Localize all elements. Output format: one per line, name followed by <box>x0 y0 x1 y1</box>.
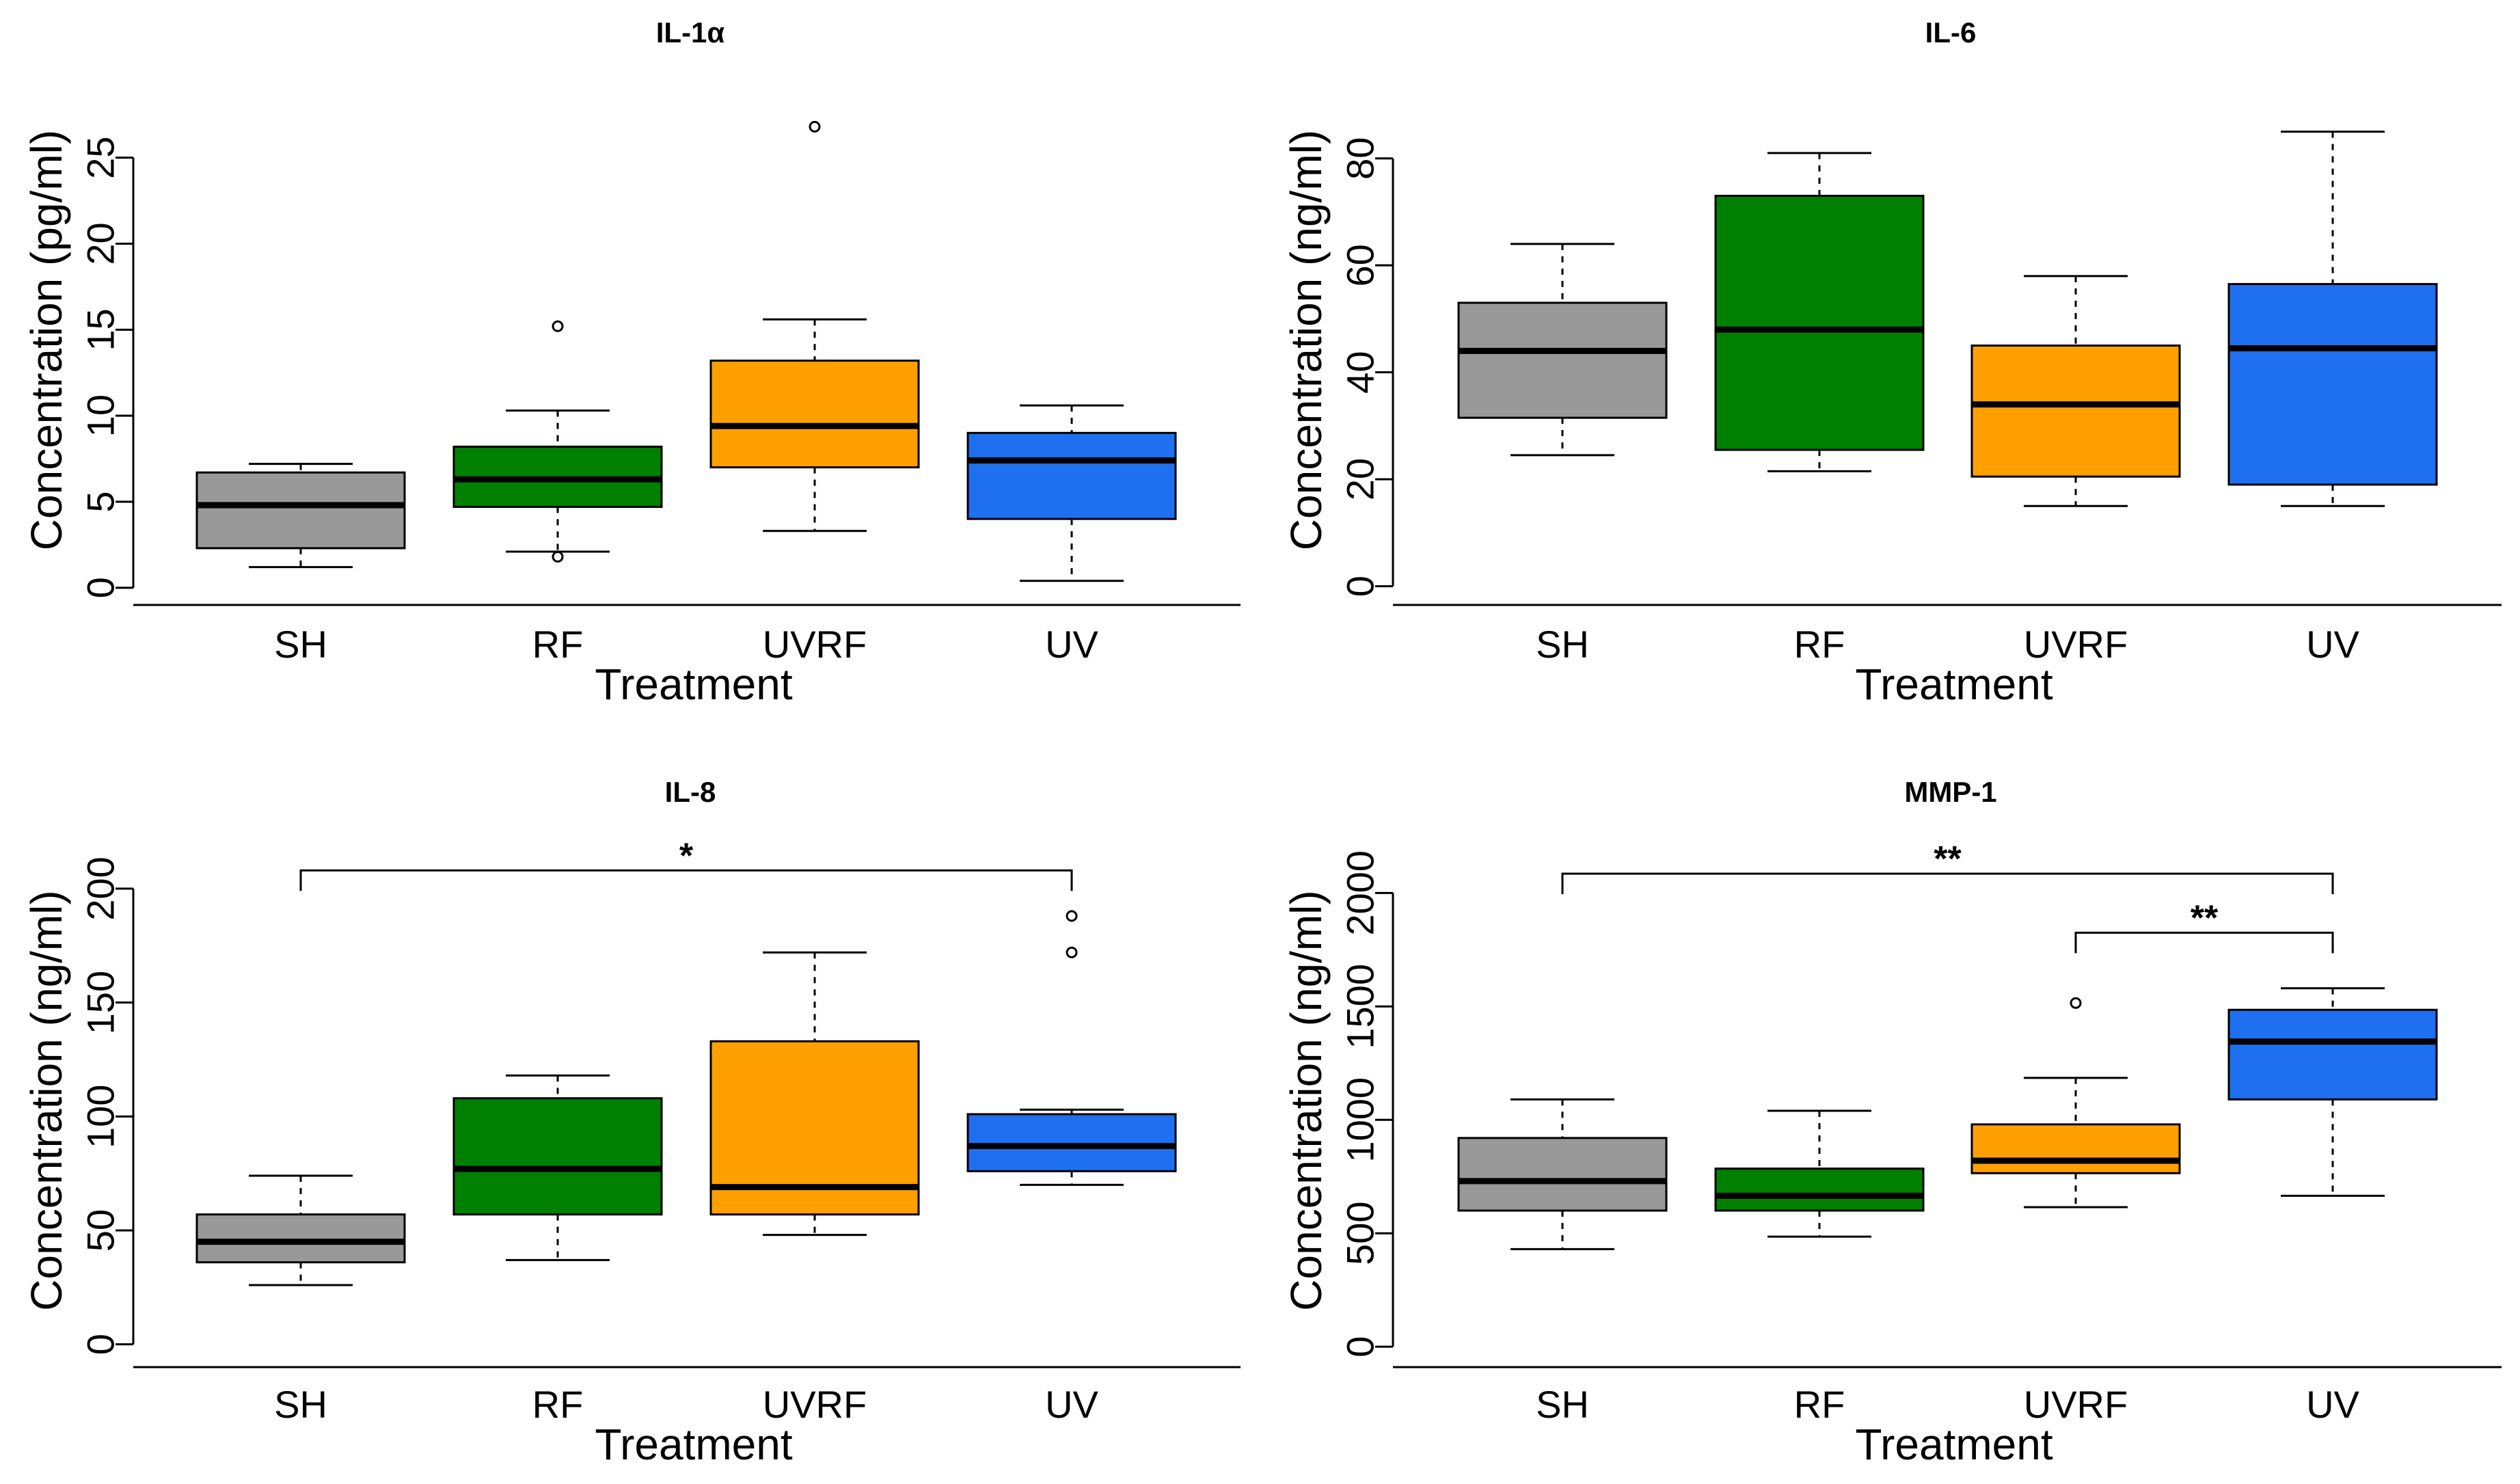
iqr-box <box>709 360 920 469</box>
box-sh <box>1457 243 1668 457</box>
iqr-box <box>452 1097 663 1216</box>
iqr-box <box>2227 1008 2438 1101</box>
chart-title: IL-6 <box>1925 16 1977 49</box>
y-tick-label: 80 <box>1339 137 1382 180</box>
outlier-point <box>2070 997 2082 1009</box>
bracket-line <box>1561 872 2334 895</box>
iqr-box <box>966 431 1177 520</box>
x-tick-label: RF <box>532 623 584 666</box>
outlier-point <box>809 120 821 133</box>
y-tick-label: 1500 <box>1339 964 1382 1049</box>
chart-title: IL-8 <box>665 776 716 808</box>
outlier-point <box>1066 946 1078 958</box>
iqr-box <box>1457 301 1668 419</box>
y-tick-label: 50 <box>79 1209 122 1252</box>
x-tick-label: UV <box>2306 623 2359 666</box>
iqr-box <box>2227 283 2438 486</box>
y-tick-label: 1000 <box>1339 1077 1382 1163</box>
x-tick-label: RF <box>532 1383 584 1426</box>
bracket-line <box>2074 931 2334 954</box>
box-rf <box>452 1074 663 1261</box>
y-tick-label: 200 <box>79 856 122 920</box>
significance-bracket: ** <box>1561 839 2334 895</box>
y-tick-label: 0 <box>1339 1336 1382 1358</box>
significance-bracket: ** <box>2074 898 2334 954</box>
iqr-box <box>195 1213 406 1264</box>
chart-title: IL-1α <box>656 16 725 49</box>
x-axis-label: Treatment <box>595 660 793 709</box>
significance-label: * <box>679 836 694 876</box>
bracket-line <box>299 869 1073 891</box>
box-uv <box>2227 987 2438 1197</box>
box-uvrf <box>1970 997 2181 1209</box>
x-tick-label: RF <box>1794 623 1845 666</box>
y-tick-label: 10 <box>79 394 122 437</box>
y-tick-label: 100 <box>79 1085 122 1148</box>
box-rf <box>452 320 663 563</box>
iqr-box <box>1714 1168 1925 1212</box>
box-uv <box>2227 131 2438 507</box>
y-tick-label: 20 <box>79 222 122 265</box>
outlier-point <box>552 320 564 332</box>
y-tick-label: 15 <box>79 308 122 351</box>
y-axis-label: Concentration (ng/ml) <box>1282 890 1331 1310</box>
box-sh <box>195 463 406 569</box>
x-tick-label: SH <box>1536 623 1589 666</box>
box-sh <box>195 1174 406 1286</box>
box-sh <box>1457 1098 1668 1250</box>
x-axis-label: Treatment <box>595 1420 793 1469</box>
y-tick-label: 5 <box>79 491 122 512</box>
y-tick-label: 0 <box>79 1334 122 1355</box>
iqr-box <box>966 1113 1177 1172</box>
y-axis-label: Concentration (ng/ml) <box>1282 130 1331 550</box>
box-uvrf <box>1970 275 2181 507</box>
x-tick-label: UV <box>2306 1383 2359 1426</box>
y-tick-label: 60 <box>1339 244 1382 286</box>
x-tick-label: UV <box>1045 1383 1098 1426</box>
x-tick-label: SH <box>1536 1383 1589 1426</box>
x-tick-label: SH <box>274 1383 327 1426</box>
x-tick-label: UVRF <box>2024 1383 2128 1426</box>
x-tick-label: UVRF <box>763 623 867 666</box>
x-tick-label: UVRF <box>2024 623 2128 666</box>
box-rf <box>1714 1109 1925 1238</box>
y-tick-label: 0 <box>1339 576 1382 597</box>
y-tick-label: 0 <box>79 577 122 598</box>
iqr-box <box>1714 194 1925 451</box>
x-tick-label: UV <box>1045 623 1098 666</box>
outlier-point <box>552 551 564 563</box>
significance-bracket: * <box>299 836 1073 891</box>
significance-label: ** <box>2191 898 2219 938</box>
box-rf <box>1714 152 1925 472</box>
y-axis-label: Concentration (pg/ml) <box>22 130 71 550</box>
x-tick-label: SH <box>274 623 327 666</box>
box-uv <box>966 404 1177 582</box>
y-tick-label: 25 <box>79 137 122 179</box>
x-axis-label: Treatment <box>1855 1420 2053 1469</box>
y-tick-label: 2000 <box>1339 850 1382 936</box>
y-axis-label: Concentration (ng/ml) <box>22 890 71 1310</box>
box-uv <box>966 910 1177 1186</box>
chart-title: MMP-1 <box>1904 776 1996 808</box>
box-uvrf <box>709 120 920 532</box>
iqr-box <box>1970 345 2181 478</box>
x-tick-label: RF <box>1794 1383 1845 1426</box>
x-tick-label: UVRF <box>763 1383 867 1426</box>
y-tick-label: 150 <box>79 971 122 1034</box>
y-tick-label: 500 <box>1339 1201 1382 1265</box>
y-tick-label: 20 <box>1339 458 1382 500</box>
x-axis-label: Treatment <box>1855 660 2053 709</box>
iqr-box <box>195 471 406 550</box>
box-uvrf <box>709 951 920 1237</box>
y-tick-label: 40 <box>1339 351 1382 394</box>
outlier-point <box>1066 910 1078 922</box>
significance-label: ** <box>1934 839 1962 879</box>
iqr-box <box>1457 1137 1668 1212</box>
iqr-box <box>1970 1123 2181 1174</box>
